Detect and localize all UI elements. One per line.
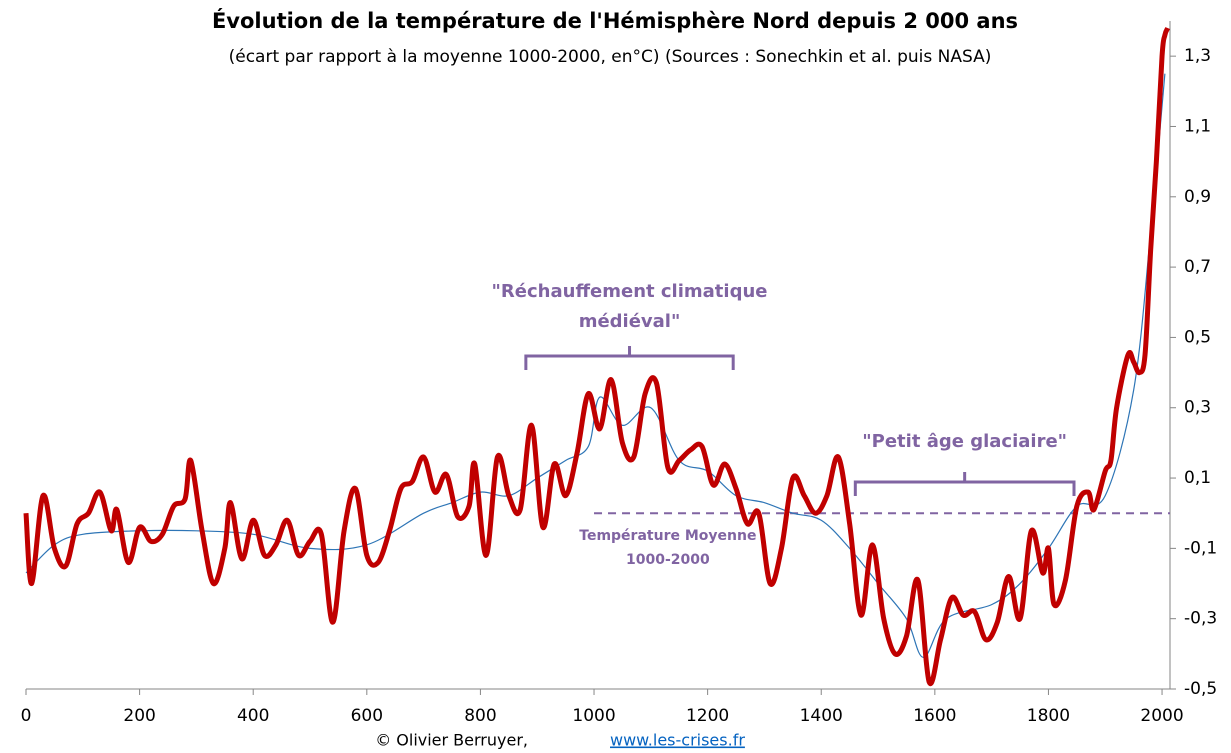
x-tick-label: 600 xyxy=(351,706,383,726)
line-series xyxy=(25,73,1166,658)
annotation: "Réchauffement climatique xyxy=(492,281,768,302)
footer-link[interactable]: www.les-crises.fr xyxy=(610,731,745,750)
x-tick-label: 800 xyxy=(464,706,496,726)
line-series xyxy=(23,26,1171,687)
y-tick-label: -0,1 xyxy=(1184,538,1217,558)
y-tick-label: 0,5 xyxy=(1184,327,1211,347)
annotation: médiéval" xyxy=(579,311,681,332)
x-tick-label: 1800 xyxy=(1027,706,1070,726)
y-tick-label: 1,3 xyxy=(1184,46,1211,66)
chart-subtitle: (écart par rapport à la moyenne 1000-200… xyxy=(229,47,992,67)
y-tick-label: -0,5 xyxy=(1184,679,1217,699)
y-tick-label: 0,3 xyxy=(1184,398,1211,418)
reference-label: Température Moyenne xyxy=(579,528,756,544)
x-tick-label: 1600 xyxy=(913,706,956,726)
y-tick-label: 0,7 xyxy=(1184,257,1211,277)
y-tick-label: 0,1 xyxy=(1184,468,1211,488)
bracket xyxy=(853,472,1076,496)
x-tick-label: 1000 xyxy=(572,706,615,726)
x-tick-label: 200 xyxy=(123,706,155,726)
x-tick-label: 0 xyxy=(21,706,32,726)
x-tick-label: 2000 xyxy=(1140,706,1183,726)
x-tick-label: 1200 xyxy=(686,706,729,726)
reference-label: 1000-2000 xyxy=(626,552,710,568)
annotation: "Petit âge glaciaire" xyxy=(862,431,1067,452)
x-tick-label: 1400 xyxy=(800,706,843,726)
bracket xyxy=(524,346,735,370)
y-tick-label: -0,3 xyxy=(1184,609,1217,629)
y-tick-label: 0,9 xyxy=(1184,187,1211,207)
footer-credit: © Olivier Berruyer, xyxy=(375,731,528,750)
x-tick-label: 400 xyxy=(237,706,269,726)
y-tick-label: 1,1 xyxy=(1184,116,1211,136)
chart-title: Évolution de la température de l'Hémisph… xyxy=(212,8,1018,33)
